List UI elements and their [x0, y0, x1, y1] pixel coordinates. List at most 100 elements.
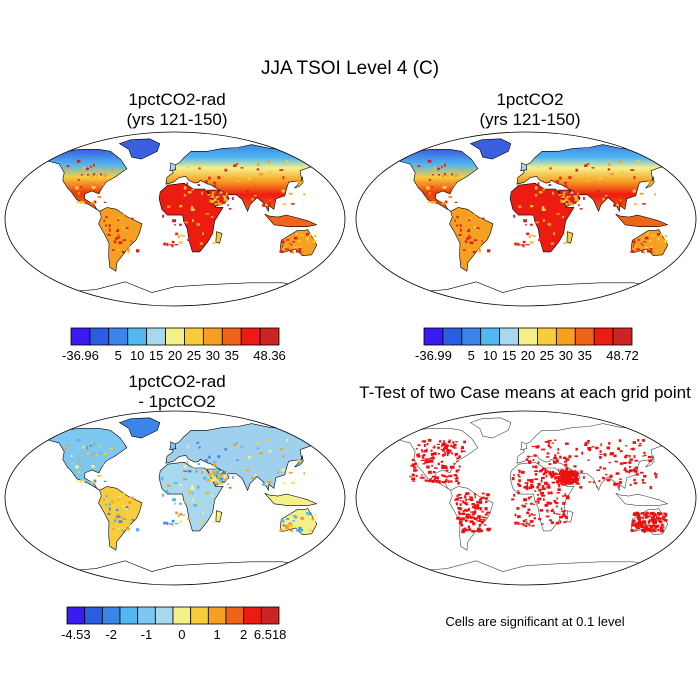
- grid-cell: [171, 240, 175, 244]
- grid-cell: [162, 493, 165, 497]
- grid-cell: [600, 443, 602, 447]
- grid-cell: [547, 206, 551, 210]
- grid-cell: [613, 482, 617, 486]
- grid-cell: [623, 462, 626, 464]
- grid-cell: [568, 455, 571, 458]
- grid-cell: [624, 467, 627, 470]
- grid-cell: [219, 192, 222, 194]
- grid-cell: [409, 475, 411, 478]
- grid-cell: [115, 516, 118, 519]
- land-northAmerica: [34, 428, 128, 491]
- grid-cell: [660, 529, 664, 533]
- grid-cell: [463, 249, 466, 251]
- grid-cell: [643, 530, 647, 532]
- grid-cell: [171, 519, 175, 523]
- grid-cell: [444, 479, 448, 483]
- grid-cell: [76, 201, 81, 204]
- grid-cell: [293, 515, 298, 519]
- grid-cell: [522, 523, 525, 527]
- grid-cell: [227, 204, 229, 206]
- grid-cell: [210, 194, 215, 196]
- grid-cell: [251, 197, 254, 201]
- grid-cell: [541, 206, 545, 209]
- grid-cell: [183, 478, 188, 481]
- grid-cell: [467, 509, 469, 512]
- grid-cell: [421, 175, 424, 179]
- grid-cell: [208, 455, 211, 459]
- grid-cell: [167, 205, 171, 208]
- grid-cell: [417, 165, 421, 168]
- grid-cell: [568, 176, 572, 180]
- grid-cell: [555, 501, 559, 505]
- grid-cell: [126, 527, 130, 531]
- grid-cell: [470, 511, 473, 513]
- grid-cell: [457, 517, 461, 520]
- grid-cell: [635, 512, 639, 516]
- grid-cell: [183, 465, 187, 469]
- grid-cell: [298, 248, 302, 250]
- grid-cell: [80, 453, 83, 455]
- grid-cell: [574, 475, 576, 478]
- grid-cell: [293, 236, 298, 240]
- grid-cell: [121, 244, 124, 246]
- grid-cell: [544, 225, 549, 228]
- grid-cell: [630, 169, 635, 171]
- grid-cell: [561, 478, 566, 480]
- grid-cell: [653, 520, 658, 524]
- grid-cell: [193, 504, 198, 507]
- grid-cell: [214, 471, 217, 474]
- grid-cell: [629, 469, 633, 472]
- grid-cell: [657, 512, 661, 515]
- land-indonesia: [615, 213, 669, 227]
- grid-cell: [160, 198, 164, 202]
- land-uk: [169, 162, 177, 172]
- grid-cell: [555, 521, 560, 525]
- colorbar-swatch: [225, 606, 245, 625]
- grid-cell: [660, 526, 665, 528]
- grid-cell: [483, 517, 487, 519]
- grid-cell: [575, 481, 578, 485]
- grid-cell: [522, 519, 526, 523]
- grid-cell: [551, 442, 554, 444]
- grid-cell: [195, 470, 198, 473]
- grid-cell: [97, 195, 102, 199]
- grid-cell: [189, 213, 193, 217]
- grid-cell: [464, 508, 467, 512]
- grid-cell: [442, 443, 446, 447]
- grid-cell: [256, 168, 260, 171]
- colorbar-swatch: [165, 327, 185, 346]
- grid-cell: [220, 477, 223, 481]
- grid-cell: [654, 520, 658, 522]
- grid-cell: [452, 441, 455, 444]
- grid-cell: [422, 456, 425, 459]
- panel-title-line1: 1pctCO2-rad: [128, 372, 226, 391]
- grid-cell: [214, 192, 217, 195]
- grid-cell: [533, 503, 535, 505]
- grid-cell: [562, 471, 564, 473]
- grid-cell: [541, 494, 546, 497]
- grid-cell: [564, 181, 568, 184]
- grid-cell: [529, 520, 534, 523]
- grid-cell: [222, 471, 226, 475]
- grid-cell: [562, 200, 566, 203]
- grid-cell: [646, 249, 650, 253]
- grid-cell: [637, 159, 640, 163]
- grid-cell: [469, 241, 474, 245]
- grid-cell: [122, 518, 127, 520]
- grid-cell: [434, 467, 438, 469]
- grid-cell: [536, 486, 540, 489]
- grid-cell: [472, 244, 475, 246]
- grid-cell: [561, 483, 566, 486]
- grid-cell: [546, 470, 549, 473]
- land-uk: [520, 441, 528, 451]
- grid-cell: [587, 180, 590, 182]
- grid-cell: [646, 232, 649, 235]
- grid-cell: [447, 480, 450, 484]
- grid-cell: [197, 184, 201, 186]
- grid-cell: [602, 197, 605, 201]
- grid-cell: [290, 250, 294, 253]
- grid-cell: [464, 492, 468, 496]
- grid-cell: [569, 474, 573, 477]
- grid-cell: [449, 466, 453, 469]
- grid-cell: [117, 507, 119, 511]
